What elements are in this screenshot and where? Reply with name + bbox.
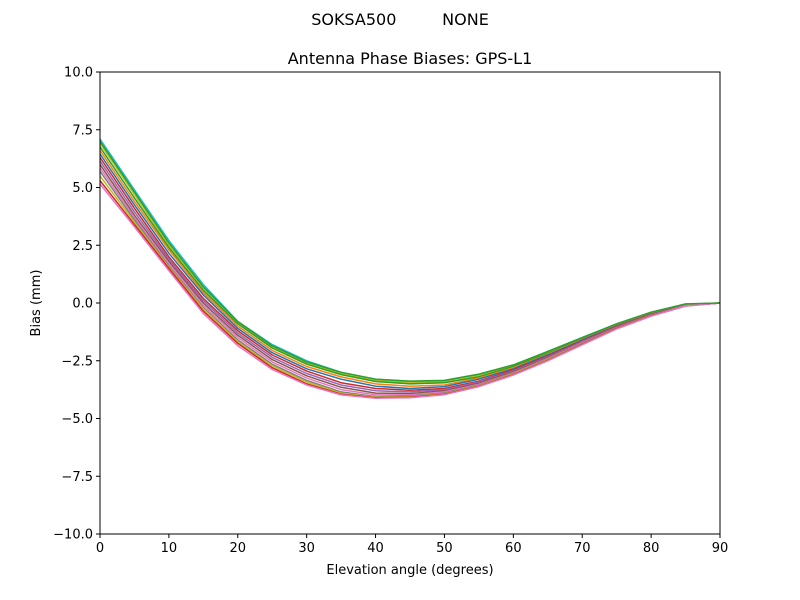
radome-name: NONE <box>442 10 489 29</box>
x-axis-label: Elevation angle (degrees) <box>326 563 493 578</box>
y-tick-label: 0.0 <box>72 297 93 312</box>
series-line-4 <box>99 150 721 387</box>
y-tick-label: 7.5 <box>72 123 93 138</box>
x-tick-label: 40 <box>367 541 384 556</box>
series-line-1 <box>99 138 721 383</box>
series-line-3 <box>99 146 721 385</box>
y-tick-label: −10.0 <box>53 528 93 543</box>
x-tick-label: 10 <box>161 541 178 556</box>
series-line-2 <box>99 143 721 384</box>
series-line-13 <box>99 183 721 399</box>
y-tick-label: −5.0 <box>61 412 93 427</box>
chart-title: Antenna Phase Biases: GPS-L1 <box>288 49 533 68</box>
x-tick-label: 30 <box>298 541 315 556</box>
x-axis: 0 10 20 30 40 50 60 70 80 90 <box>96 534 728 556</box>
series-line-14 <box>99 140 721 382</box>
series-group <box>99 138 721 399</box>
x-tick-label: 70 <box>574 541 591 556</box>
x-tick-label: 80 <box>643 541 660 556</box>
x-tick-label: 0 <box>96 541 104 556</box>
x-tick-label: 90 <box>712 541 729 556</box>
x-tick-label: 50 <box>436 541 453 556</box>
y-tick-label: 2.5 <box>72 239 93 254</box>
y-tick-label: −7.5 <box>61 470 93 485</box>
y-axis-label: Bias (mm) <box>29 270 44 337</box>
y-tick-label: 5.0 <box>72 181 93 196</box>
plot-frame <box>99 71 721 535</box>
y-tick-label: 10.0 <box>64 66 93 81</box>
series-line-10 <box>99 170 721 398</box>
y-tick-label: −2.5 <box>61 354 93 369</box>
x-tick-label: 20 <box>230 541 247 556</box>
figure-suptitle: SOKSA500 NONE <box>0 10 800 29</box>
y-axis: −10.0 −7.5 −5.0 −2.5 0.0 2.5 5.0 7.5 10.0 <box>53 66 100 543</box>
x-tick-label: 60 <box>505 541 522 556</box>
antenna-name: SOKSA500 <box>311 10 397 29</box>
